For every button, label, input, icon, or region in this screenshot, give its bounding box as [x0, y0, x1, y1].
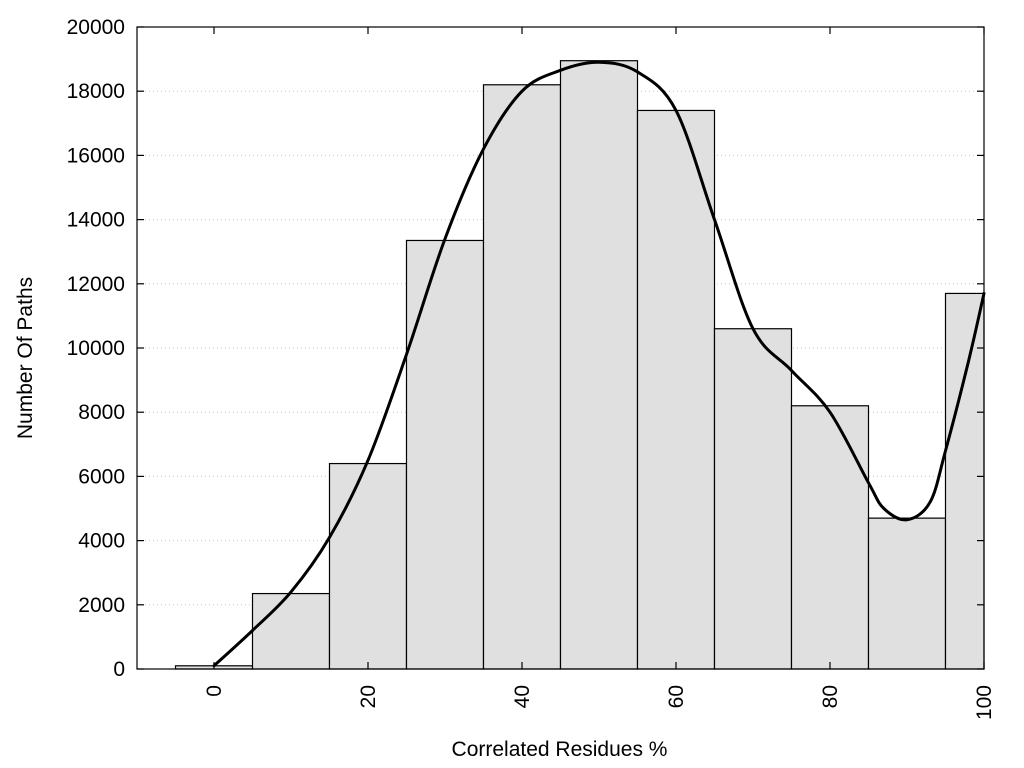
y-tick-label-10000: 10000	[67, 337, 125, 360]
y-tick-label-8000: 8000	[78, 401, 125, 424]
bar-8	[790, 405, 870, 670]
bar-7	[713, 328, 793, 670]
bar-5	[559, 60, 639, 670]
bar-10	[944, 292, 985, 670]
x-tick-label-40: 40	[511, 685, 534, 708]
x-axis-label: Correlated Residues %	[452, 738, 668, 761]
bar-6	[636, 109, 716, 670]
y-tick-label-18000: 18000	[67, 80, 125, 103]
y-tick-label-6000: 6000	[78, 465, 125, 488]
x-tick-label-100: 100	[973, 685, 996, 720]
bar-3	[405, 239, 485, 670]
y-tick-label-4000: 4000	[78, 530, 125, 553]
smooth-curve	[212, 60, 986, 668]
y-tick-label-2000: 2000	[78, 594, 125, 617]
x-tick-label-0: 0	[203, 685, 226, 697]
y-tick-label-20000: 20000	[67, 16, 125, 39]
x-tick-label-20: 20	[357, 685, 380, 708]
y-axis-label: Number Of Paths	[14, 277, 37, 439]
x-tick-label-60: 60	[665, 685, 688, 708]
bars	[174, 60, 985, 670]
bar-1	[251, 592, 331, 670]
bar-2	[328, 462, 408, 670]
x-tick-label-80: 80	[819, 685, 842, 708]
smooth-curve-layer	[212, 60, 986, 668]
x-axis-ticks: 0 20 40 60 80 100	[203, 27, 996, 720]
y-tick-label-14000: 14000	[67, 209, 125, 232]
y-axis-ticks: 0 2000 4000 6000 8000 10000 12000 14000 16000 180…	[67, 16, 984, 681]
bar-9	[867, 517, 947, 670]
bar-4	[482, 84, 562, 670]
y-tick-label-12000: 12000	[67, 273, 125, 296]
y-tick-label-0: 0	[113, 658, 125, 681]
y-tick-label-16000: 16000	[67, 144, 125, 167]
